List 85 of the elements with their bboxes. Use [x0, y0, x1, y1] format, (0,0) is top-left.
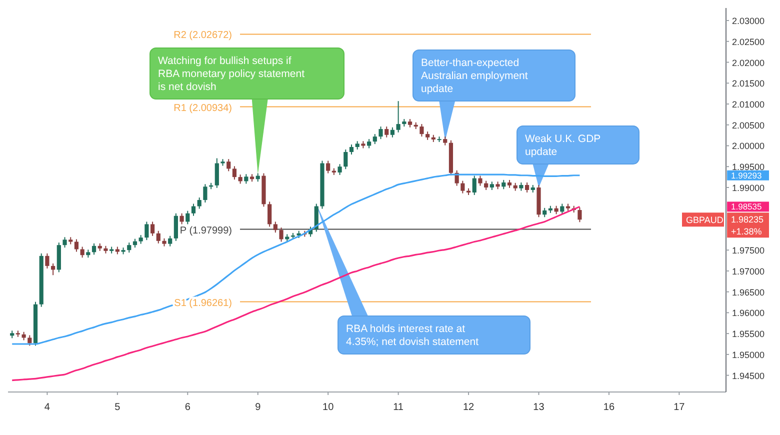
x-tick-label: 11: [393, 402, 404, 413]
candlestick: [560, 203, 564, 215]
y-tick-label: 1.95500: [732, 329, 765, 340]
text: 1.99293: [731, 170, 762, 180]
candlestick: [420, 124, 424, 138]
candlestick: [180, 212, 184, 225]
ref-line-label: P (1.97999): [180, 225, 232, 236]
candlestick: [338, 164, 342, 176]
y-tick-label: 2.01000: [732, 100, 765, 110]
candlestick: [390, 126, 395, 138]
annotation: Weak U.K. GDP update: [525, 133, 601, 158]
x-tick-label: 12: [462, 402, 475, 413]
candlestick: [472, 175, 476, 196]
candlestick: [244, 174, 248, 184]
candlestick: [127, 242, 132, 254]
candlestick: [92, 242, 96, 256]
candlestick: [396, 100, 400, 133]
candlestick: [372, 134, 377, 145]
candlestick: [156, 230, 160, 244]
candlestick: [524, 182, 530, 193]
candlestick: [197, 196, 202, 210]
annotation: GBPAUD: [686, 215, 724, 226]
candlestick: [484, 180, 488, 190]
candlestick: [273, 221, 278, 234]
candlestick: [144, 221, 149, 241]
candlestick: [80, 246, 84, 258]
candlestick: [460, 180, 465, 194]
text: +1.38%: [731, 226, 762, 237]
annotation: RBA holds interest rate at 4.35%; net dovish statement: [346, 323, 479, 348]
candlestick: [214, 158, 219, 188]
x-tick-label: 6: [184, 402, 191, 413]
y-tick-label: 2.01500: [732, 78, 765, 89]
candlestick: [62, 236, 67, 248]
y-tick-label: 1.96000: [732, 308, 765, 318]
line-series: [11, 206, 581, 382]
y-tick-label: 2.02000: [732, 58, 765, 68]
x-tick-label: 17: [674, 402, 686, 413]
x-tick-label: 5: [114, 402, 121, 413]
candlestick: [186, 210, 190, 225]
candlestick: [578, 207, 582, 223]
ref-line-label: R1 (2.00934): [174, 102, 232, 114]
y-tick-label: 2.02500: [732, 36, 765, 47]
x-tick-label: 4: [44, 402, 50, 413]
y-tick-label: 1.95000: [732, 350, 765, 360]
y-tick-label: 1.99500: [732, 162, 765, 172]
candlestick: [279, 227, 284, 242]
y-tick-label: 1.97000: [732, 266, 765, 276]
y-tick-label: 2.03000: [732, 16, 765, 26]
x-tick-label: 13: [533, 402, 545, 413]
candlestick: [542, 207, 547, 218]
candlestick: [174, 212, 178, 242]
y-tick-label: 1.94500: [732, 370, 765, 381]
text: 1.98235: [731, 214, 764, 225]
ref-line-label: R2 (2.02672): [174, 30, 232, 42]
candlestick: [349, 144, 354, 156]
x-tick-label: 9: [255, 402, 262, 413]
y-tick-label: 2.00500: [732, 120, 765, 130]
candlestick: [150, 221, 155, 236]
candlestick: [326, 160, 330, 174]
candlestick: [478, 175, 482, 186]
candlestick: [45, 252, 50, 269]
candlestick: [384, 126, 389, 138]
y-tick-label: 1.97500: [732, 246, 765, 256]
annotation: Better-than-expected Australian employment update: [421, 57, 528, 95]
text: 1.98535: [731, 202, 762, 212]
y-tick-label: 1.96500: [732, 287, 765, 298]
candlestick: [367, 138, 372, 149]
candlestick: [344, 148, 348, 170]
candlestick: [226, 158, 231, 172]
x-tick-label: 16: [603, 402, 615, 413]
candlestick: [51, 262, 56, 276]
x-tick-label: 10: [322, 402, 334, 413]
annotation: Watching for bullish setups if RBA monetary policy statement is net dovish: [158, 55, 305, 93]
candlestick: [74, 238, 79, 252]
candlestick: [203, 184, 208, 204]
candlestick: [502, 179, 506, 190]
y-tick-label: 1.99000: [732, 182, 765, 193]
candlestick: [238, 174, 242, 184]
candlestick: [378, 126, 383, 140]
candlestick: [191, 203, 196, 216]
candlestick: [232, 166, 237, 180]
candlestick: [268, 201, 272, 228]
y-tick-label: 2.00000: [732, 141, 765, 152]
candlestick: [168, 235, 172, 247]
candlestick: [28, 334, 32, 346]
